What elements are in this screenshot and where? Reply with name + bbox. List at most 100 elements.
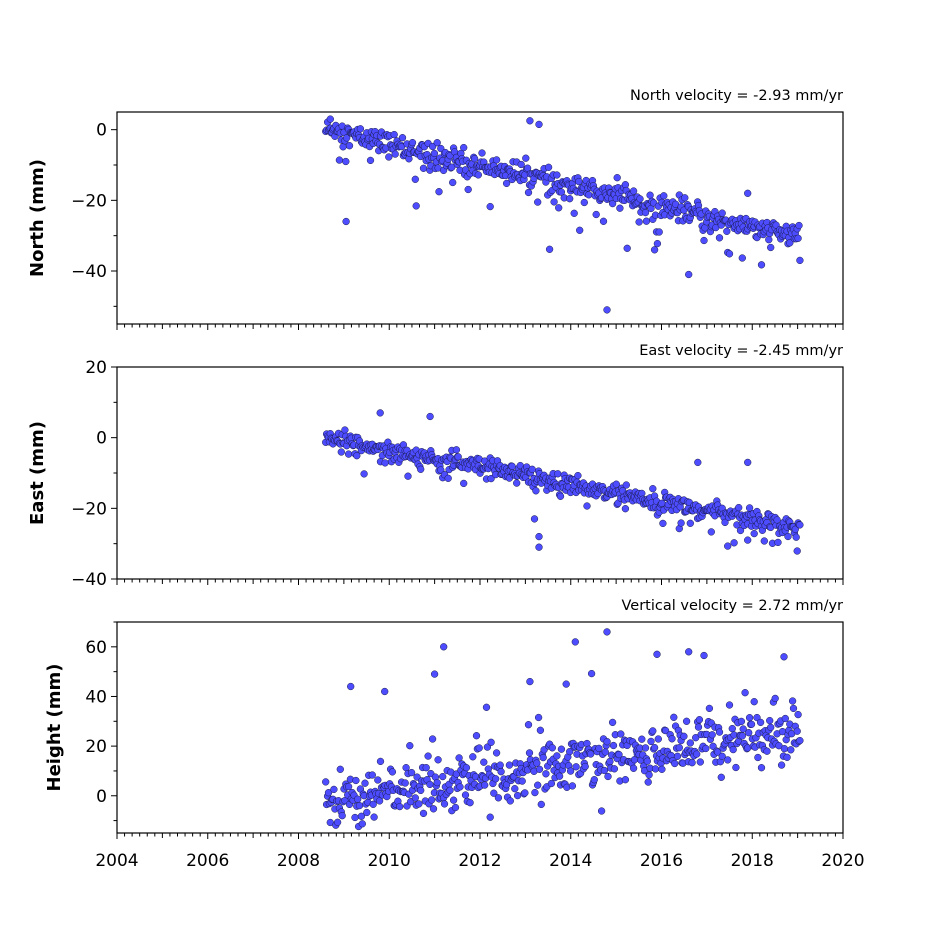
data-point [729,745,737,754]
data-point [757,261,766,269]
data-point [574,471,582,480]
data-point [771,694,779,703]
data-point [608,718,617,727]
data-point [369,800,377,808]
data-point [694,458,702,467]
panel-height: 60 40 20 0 2004 2006 2008 2010 2012 2014 2016 2018 2… [44,598,865,871]
data-point [750,529,758,538]
data-point [784,532,792,541]
data-point [352,776,360,785]
data-point [356,125,365,133]
data-point [440,800,449,808]
data-point [767,243,775,252]
data-point [419,809,428,818]
data-point [534,713,543,722]
data-point [570,209,578,217]
data-point [587,750,595,758]
data-point [780,653,788,661]
data-point [739,725,747,733]
data-point [728,724,736,733]
scatter-points-height [322,628,804,831]
data-point [424,752,432,760]
data-point [608,199,617,208]
data-point [456,783,464,791]
data-point [460,143,468,152]
y-tick-label: 20 [85,358,107,378]
data-point [675,744,683,752]
data-point [796,521,804,529]
data-point [547,779,556,788]
data-point [601,748,609,756]
x-tick-label: 2014 [549,851,592,871]
data-point [472,732,481,740]
data-point [786,239,794,247]
data-point [756,718,765,727]
data-point [351,813,359,822]
data-point [513,479,521,487]
data-point [649,727,657,735]
data-point [661,726,670,735]
data-point [685,270,693,279]
data-point [357,812,366,820]
y-axis-label-east: East (mm) [27,421,48,525]
y-tick-label: −20 [71,499,107,519]
data-point [735,503,743,512]
panel-title-height: Vertical velocity = 2.72 mm/yr [622,598,844,614]
data-point [629,187,638,195]
scatter-points-north [322,115,804,314]
data-point [506,797,514,805]
data-point [474,171,482,179]
data-point [557,188,566,196]
data-point [430,670,439,678]
data-point [528,465,536,473]
data-point [337,448,345,456]
data-point [444,474,452,482]
data-point [360,470,368,478]
data-point [486,202,494,211]
data-point [718,209,726,217]
data-point [439,772,447,781]
data-point [411,794,419,802]
data-point [542,770,550,778]
data-point [612,480,620,488]
data-point [417,786,425,795]
data-point [557,745,566,753]
y-tick-label: −40 [71,570,107,590]
data-point [775,742,783,750]
data-point [603,738,611,746]
data-point [419,164,428,172]
data-point [737,717,746,726]
data-point [642,217,651,225]
data-point [724,542,732,550]
data-point [376,409,384,417]
data-point [707,528,715,536]
data-point [534,198,542,206]
data-point [406,742,414,750]
data-point [535,120,543,129]
data-point [621,776,630,784]
y-tick-label: −40 [71,262,107,282]
data-point [339,143,347,151]
data-point [787,746,795,754]
data-point [700,236,708,245]
data-point [322,778,330,786]
data-point [496,761,504,769]
data-point [617,730,625,738]
data-point [524,188,533,197]
data-point [487,738,495,746]
data-point [483,743,492,751]
data-point [524,721,533,729]
data-point [462,764,471,772]
y-axis-label-height: Height (mm) [44,664,65,792]
data-point [415,800,423,808]
data-point [680,732,688,740]
data-point [595,744,603,753]
data-point [408,138,417,147]
data-point [610,765,619,773]
data-point [789,704,798,713]
data-point [645,771,653,779]
data-point [717,773,725,781]
data-point [494,794,503,802]
data-point [599,217,608,225]
